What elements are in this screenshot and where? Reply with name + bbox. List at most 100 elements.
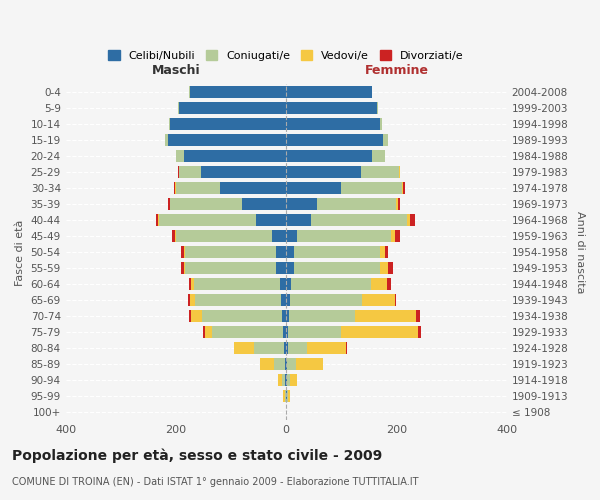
- Bar: [380, 262, 388, 274]
- Text: COMUNE DI TROINA (EN) - Dati ISTAT 1° gennaio 2009 - Elaborazione TUTTITALIA.IT: COMUNE DI TROINA (EN) - Dati ISTAT 1° ge…: [12, 477, 419, 487]
- Bar: [388, 262, 392, 274]
- Bar: [272, 230, 286, 242]
- Bar: [361, 166, 399, 178]
- Bar: [341, 182, 402, 194]
- Bar: [317, 198, 397, 210]
- Bar: [260, 358, 274, 370]
- Bar: [168, 198, 170, 210]
- Bar: [391, 230, 395, 242]
- Bar: [286, 214, 311, 226]
- Text: Popolazione per età, sesso e stato civile - 2009: Popolazione per età, sesso e stato civil…: [12, 448, 382, 463]
- Bar: [190, 86, 286, 99]
- Bar: [184, 246, 185, 258]
- Y-axis label: Anni di nascita: Anni di nascita: [575, 211, 585, 294]
- Bar: [307, 342, 346, 354]
- Bar: [286, 166, 361, 178]
- Bar: [176, 150, 184, 162]
- Bar: [377, 102, 378, 115]
- Bar: [287, 374, 290, 386]
- Bar: [346, 342, 347, 354]
- Bar: [407, 214, 410, 226]
- Bar: [276, 262, 286, 274]
- Bar: [195, 294, 281, 306]
- Bar: [286, 294, 290, 306]
- Bar: [371, 150, 385, 162]
- Bar: [185, 246, 276, 258]
- Bar: [290, 294, 362, 306]
- Bar: [175, 230, 176, 242]
- Bar: [380, 246, 385, 258]
- Bar: [285, 374, 286, 386]
- Bar: [274, 358, 285, 370]
- Bar: [176, 182, 220, 194]
- Bar: [191, 310, 202, 322]
- Bar: [311, 214, 407, 226]
- Bar: [286, 246, 295, 258]
- Bar: [189, 310, 191, 322]
- Bar: [387, 278, 391, 290]
- Bar: [235, 342, 254, 354]
- Bar: [276, 246, 286, 258]
- Bar: [155, 214, 158, 226]
- Bar: [286, 182, 341, 194]
- Text: Maschi: Maschi: [152, 64, 200, 78]
- Bar: [281, 294, 286, 306]
- Bar: [395, 294, 397, 306]
- Bar: [205, 326, 212, 338]
- Bar: [179, 102, 286, 115]
- Bar: [286, 86, 371, 99]
- Bar: [283, 390, 284, 402]
- Legend: Celibi/Nubili, Coniugati/e, Vedovi/e, Divorziati/e: Celibi/Nubili, Coniugati/e, Vedovi/e, Di…: [105, 46, 467, 64]
- Bar: [188, 278, 191, 290]
- Bar: [385, 246, 388, 258]
- Bar: [176, 230, 272, 242]
- Bar: [286, 374, 287, 386]
- Bar: [289, 326, 341, 338]
- Bar: [380, 118, 382, 130]
- Bar: [179, 166, 201, 178]
- Bar: [286, 326, 289, 338]
- Bar: [286, 150, 371, 162]
- Bar: [371, 278, 387, 290]
- Bar: [170, 198, 242, 210]
- Bar: [188, 294, 190, 306]
- Bar: [286, 342, 288, 354]
- Bar: [341, 326, 418, 338]
- Bar: [191, 278, 194, 290]
- Bar: [286, 118, 380, 130]
- Bar: [288, 342, 307, 354]
- Bar: [283, 326, 286, 338]
- Bar: [362, 294, 395, 306]
- Bar: [184, 262, 185, 274]
- Bar: [185, 262, 276, 274]
- Bar: [181, 262, 184, 274]
- Bar: [165, 134, 167, 146]
- Bar: [286, 102, 377, 115]
- Bar: [280, 278, 286, 290]
- Bar: [203, 326, 205, 338]
- Bar: [256, 214, 286, 226]
- Bar: [290, 278, 371, 290]
- Bar: [282, 310, 286, 322]
- Bar: [418, 326, 421, 338]
- Text: Femmine: Femmine: [364, 64, 428, 78]
- Bar: [286, 262, 295, 274]
- Bar: [286, 310, 289, 322]
- Bar: [286, 278, 290, 290]
- Bar: [398, 198, 400, 210]
- Bar: [167, 134, 286, 146]
- Bar: [402, 182, 403, 194]
- Bar: [283, 374, 285, 386]
- Bar: [416, 310, 420, 322]
- Bar: [289, 310, 355, 322]
- Bar: [202, 310, 282, 322]
- Bar: [190, 294, 195, 306]
- Bar: [395, 230, 400, 242]
- Bar: [160, 214, 256, 226]
- Bar: [184, 150, 286, 162]
- Bar: [201, 166, 286, 178]
- Bar: [403, 182, 405, 194]
- Bar: [220, 182, 286, 194]
- Bar: [383, 134, 388, 146]
- Bar: [286, 358, 287, 370]
